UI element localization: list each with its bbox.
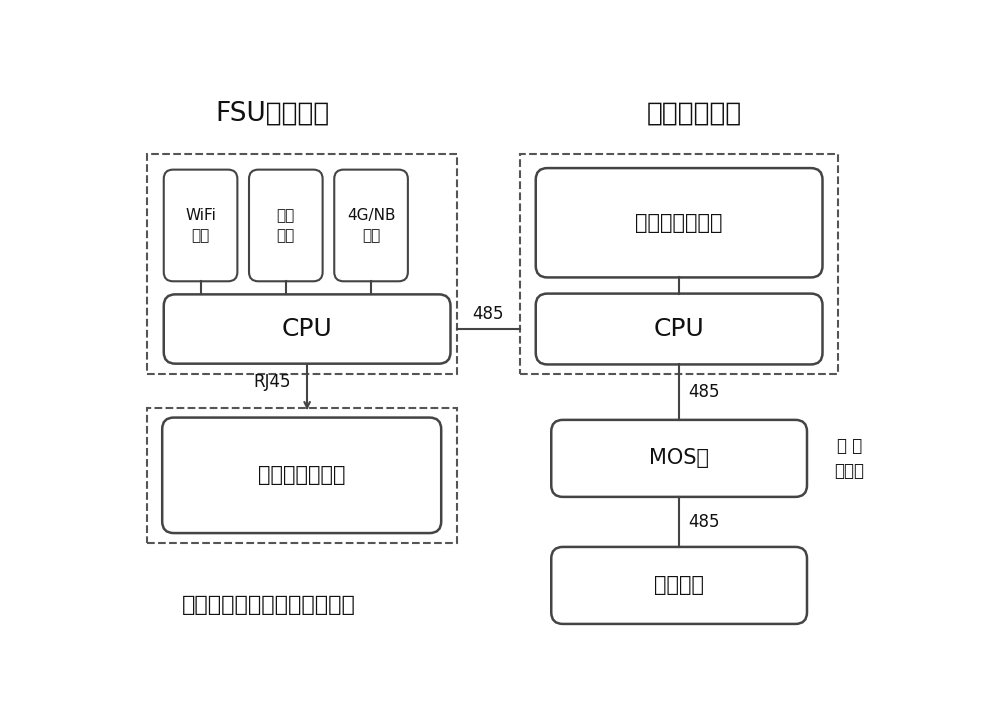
Text: 蓝牙
模块: 蓝牙 模块 [277,208,295,243]
Text: 485: 485 [473,305,504,323]
Text: 分 路
控制板: 分 路 控制板 [835,437,865,480]
Bar [147,409,457,543]
Text: CPU: CPU [282,317,332,341]
FancyBboxPatch shape [551,420,807,497]
Text: 4G/NB
模块: 4G/NB 模块 [347,208,395,243]
FancyBboxPatch shape [536,168,822,278]
Text: RJ45: RJ45 [254,373,291,391]
Text: 485: 485 [688,383,720,401]
FancyBboxPatch shape [334,169,408,281]
Text: WiFi
模块: WiFi 模块 [185,208,216,243]
Bar [147,154,457,374]
Text: 本地监控液晶屏: 本地监控液晶屏 [635,213,723,233]
Text: 485: 485 [688,513,720,531]
FancyBboxPatch shape [164,169,237,281]
Text: 本地监控模块: 本地监控模块 [647,100,742,126]
Text: MOS管: MOS管 [649,449,709,468]
Text: FSU动环模块: FSU动环模块 [215,100,329,126]
FancyBboxPatch shape [164,294,450,364]
Text: 整流模块: 整流模块 [654,576,704,595]
Text: 一种新型完善的电源监控方案: 一种新型完善的电源监控方案 [181,595,355,615]
Text: 监控中心云平台: 监控中心云平台 [258,465,345,486]
FancyBboxPatch shape [536,294,822,364]
Text: CPU: CPU [654,317,704,341]
FancyBboxPatch shape [162,417,441,533]
FancyBboxPatch shape [249,169,323,281]
FancyBboxPatch shape [551,547,807,624]
Bar [520,154,838,374]
